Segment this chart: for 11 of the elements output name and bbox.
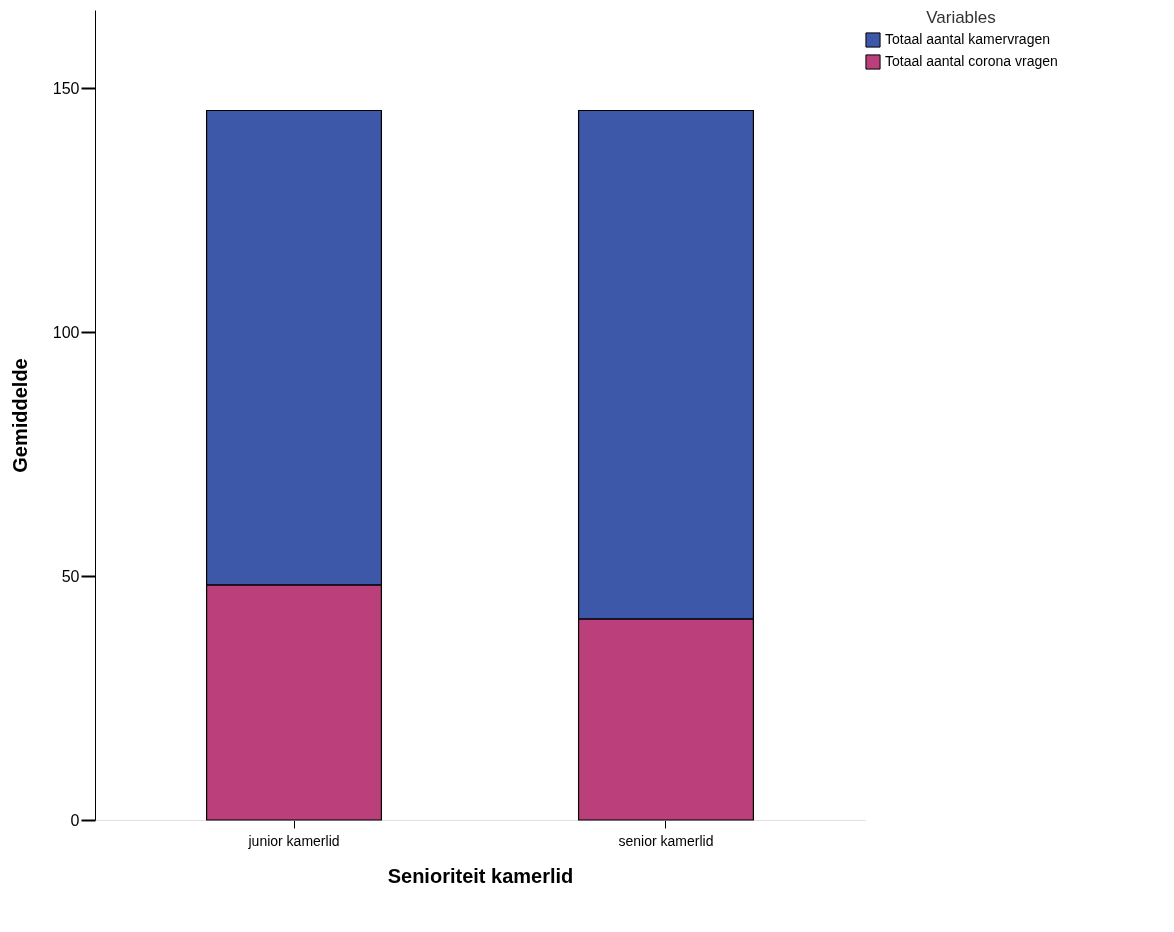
x-tick-label: junior kamerlid [247, 832, 340, 849]
y-tick-label: 0 [70, 811, 80, 829]
y-tick-label: 100 [52, 323, 80, 341]
y-axis-title: Gemiddelde [8, 358, 31, 473]
legend-label: Totaal aantal corona vragen [885, 53, 1058, 69]
x-axis-title: Senioriteit kamerlid [387, 864, 574, 887]
y-tick-label: 50 [61, 567, 80, 585]
x-tick-label: senior kamerlid [618, 832, 714, 849]
y-tick-label: 150 [52, 79, 80, 97]
legend-title: Variables [926, 8, 996, 27]
legend-label: Totaal aantal kamervragen [885, 31, 1050, 47]
